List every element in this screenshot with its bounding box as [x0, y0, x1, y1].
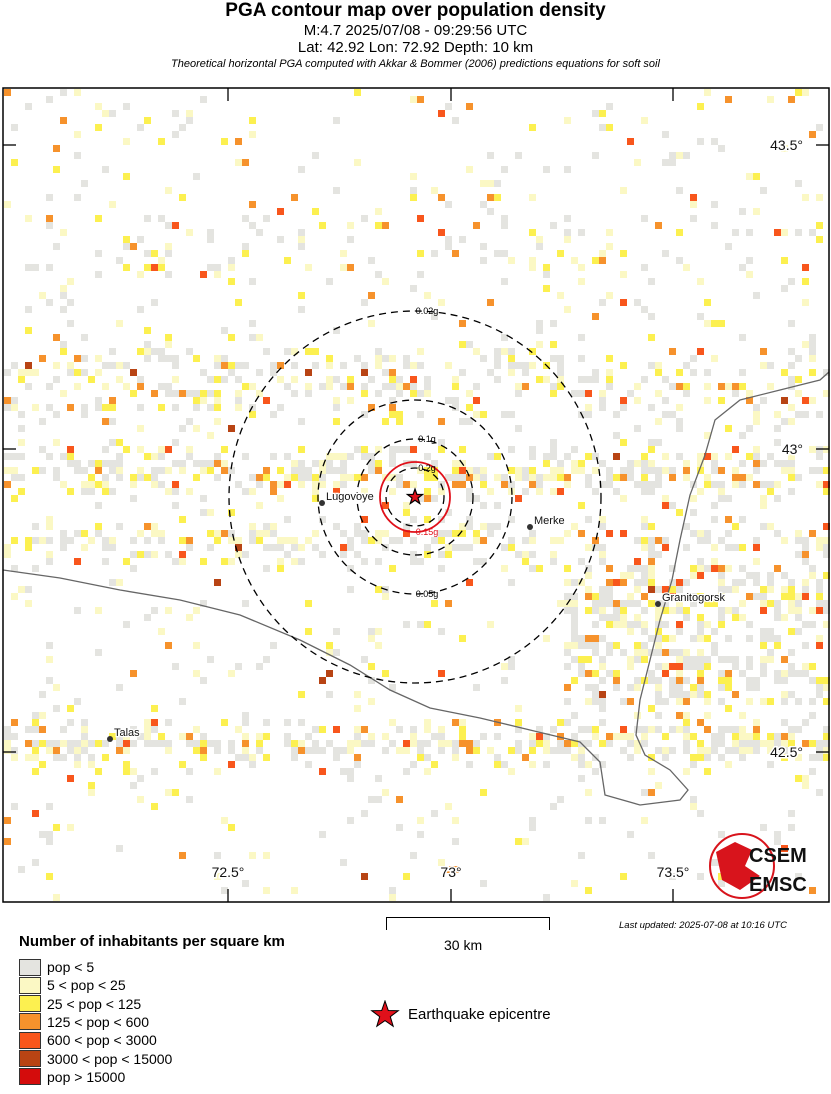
city-label: Talas [114, 727, 140, 739]
graticule-ticks: 43.5° 43° 42.5° 72.5° 73° 73.5° [3, 88, 829, 902]
legend-swatch [19, 958, 41, 976]
emsc-logo: CSEM EMSC [709, 833, 807, 899]
contour-0.05g [317, 399, 513, 595]
legend-item: 25 < pop < 125 [19, 995, 141, 1013]
lat-tick-label: 43.5° [770, 137, 803, 153]
contour-label: 0.2g [418, 463, 436, 473]
legend-label: 25 < pop < 125 [47, 995, 142, 1012]
logo-text-csem: CSEM [749, 845, 807, 867]
pga-contours: 0.02g 0.05g 0.1g 0.15g 0.2g [228, 306, 602, 684]
lat-tick-label: 43° [782, 441, 803, 457]
contour-0.2g [385, 467, 445, 527]
method-note: Theoretical horizontal PGA computed with… [171, 58, 660, 70]
epicentre-star-icon [405, 487, 425, 505]
legend-item: 3000 < pop < 15000 [19, 1050, 172, 1068]
city-dot [527, 524, 533, 530]
contour-label: 0.15g [416, 527, 439, 537]
legend-item: pop > 15000 [19, 1068, 125, 1086]
legend-swatch [19, 1068, 41, 1086]
legend-item: 600 < pop < 3000 [19, 1031, 157, 1049]
legend-swatch [19, 995, 41, 1013]
legend-title: Number of inhabitants per square km [19, 933, 285, 950]
city-markers: Lugovoye Merke Granitogorsk Talas [107, 490, 727, 742]
legend-label: 5 < pop < 25 [47, 977, 126, 994]
legend-item: 125 < pop < 600 [19, 1013, 149, 1031]
lon-tick-label: 72.5° [212, 864, 245, 880]
lon-tick-label: 73° [440, 864, 461, 880]
lat-tick-label: 42.5° [770, 744, 803, 760]
legend-label: pop < 5 [47, 959, 95, 975]
legend-swatch [19, 1013, 41, 1031]
legend-epicentre-label: Earthquake epicentre [408, 1005, 551, 1023]
last-updated: Last updated: 2025-07-08 at 10:16 UTC [619, 920, 787, 931]
population-density-layer [4, 89, 830, 901]
contour-label: 0.05g [416, 589, 439, 599]
country-border [2, 371, 830, 806]
city-dot [655, 601, 661, 607]
city-label: Merke [534, 515, 565, 527]
legend-label: 125 < pop < 600 [47, 1013, 149, 1030]
lon-tick-label: 73.5° [657, 864, 690, 880]
city-label: Granitogorsk [662, 592, 725, 604]
scale-label: 30 km [444, 937, 483, 953]
city-dot [319, 500, 325, 506]
map-frame [2, 87, 830, 903]
pga-map: 0.02g 0.05g 0.1g 0.15g 0.2g Lugovoye Merke Gra… [2, 87, 830, 903]
contour-0.1g [356, 438, 474, 556]
contour-label: 0.1g [418, 434, 436, 444]
map-title: PGA contour map over population density [225, 0, 606, 21]
legend-label: pop > 15000 [47, 1068, 126, 1085]
city-dot [107, 736, 113, 742]
legend-swatch [19, 1050, 41, 1067]
contour-0.02g [228, 310, 602, 684]
legend-swatch [19, 1031, 41, 1049]
legend-swatch [19, 976, 41, 994]
city-label: Lugovoye [326, 491, 374, 503]
legend-epicentre: Earthquake epicentre [370, 1000, 551, 1028]
legend-item: 5 < pop < 25 [19, 976, 126, 994]
legend-label: 600 < pop < 3000 [47, 1032, 157, 1049]
logo-text-emsc: EMSC [749, 874, 807, 896]
contour-0.15g [379, 461, 451, 533]
contour-label: 0.02g [416, 306, 439, 316]
star-icon [370, 1000, 400, 1028]
event-info: M:4.7 2025/07/08 - 09:29:56 UTC [303, 22, 528, 39]
location-info: Lat: 42.92 Lon: 72.92 Depth: 10 km [297, 39, 534, 56]
legend-label: 3000 < pop < 15000 [47, 1050, 173, 1067]
legend-item: pop < 5 [19, 958, 94, 976]
scale-bar [386, 917, 550, 930]
